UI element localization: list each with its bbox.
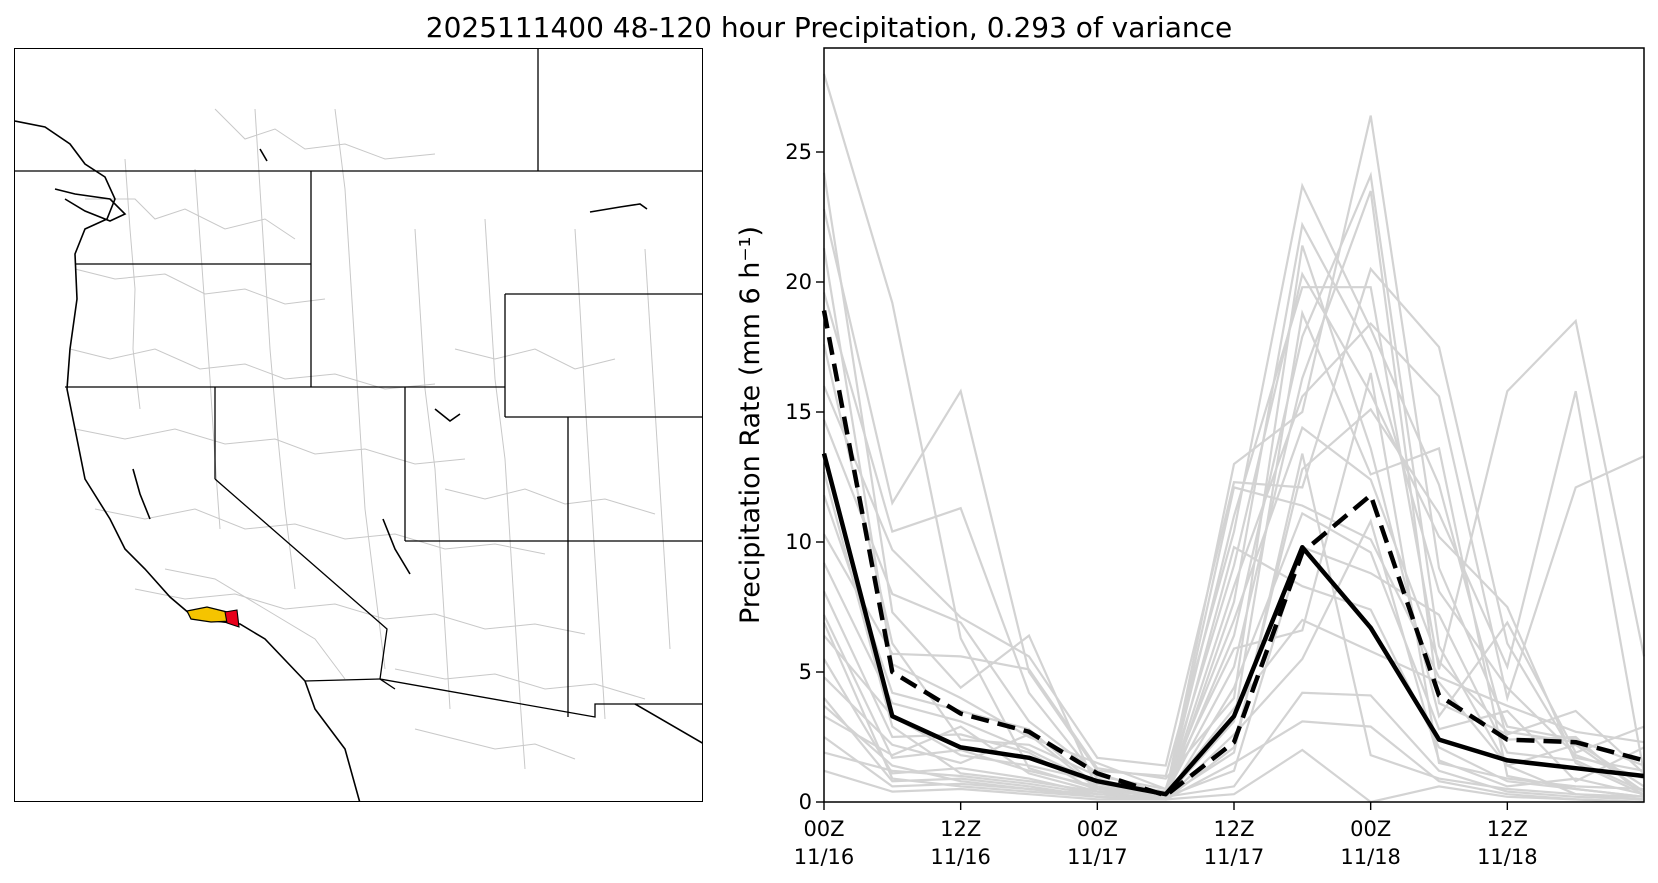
y-tick-label: 10 — [785, 530, 812, 554]
y-tick-label: 15 — [785, 400, 812, 424]
x-tick-label-time: 12Z — [1487, 817, 1528, 841]
y-tick-label: 0 — [799, 790, 812, 814]
y-tick-label: 25 — [785, 140, 812, 164]
member-line-17 — [823, 618, 1645, 801]
x-tick-label-time: 12Z — [1213, 817, 1254, 841]
x-tick-label-date: 11/18 — [1477, 845, 1538, 869]
state-boundaries — [15, 49, 702, 718]
member-line-7 — [822, 286, 1646, 796]
member-line-21 — [822, 344, 1645, 791]
y-tick-label: 20 — [785, 270, 812, 294]
dashed-mean-line — [821, 310, 1645, 798]
member-line-10 — [823, 309, 1645, 798]
member-line-11 — [823, 190, 1645, 796]
member-line-1 — [822, 73, 1645, 796]
x-tick-label-date: 11/17 — [1204, 845, 1265, 869]
member-line-15 — [823, 545, 1645, 798]
member-line-24 — [823, 453, 1645, 798]
member-line-4 — [822, 115, 1645, 796]
x-tick-label-time: 00Z — [803, 817, 844, 841]
basin-map-svg — [15, 49, 702, 801]
river-basin-boundaries — [69, 108, 671, 770]
x-tick-label-date: 11/16 — [930, 845, 991, 869]
member-line-3 — [822, 248, 1645, 796]
basin-map — [14, 48, 703, 802]
y-tick-label: 5 — [799, 660, 812, 684]
x-tick-label-date: 11/18 — [1340, 845, 1401, 869]
member-line-19 — [823, 691, 1645, 801]
coastline — [15, 120, 702, 801]
member-line-12 — [823, 390, 1646, 801]
ensemble-members — [822, 73, 1646, 804]
ensemble-series — [821, 310, 1645, 798]
member-line-16 — [823, 545, 1645, 801]
x-tick-label-date: 11/17 — [1067, 845, 1128, 869]
member-line-13 — [823, 425, 1645, 793]
x-tick-label-date: 11/16 — [794, 845, 855, 869]
member-line-23 — [822, 622, 1645, 804]
member-line-20 — [823, 720, 1645, 804]
highlighted-basins — [186, 606, 240, 628]
x-tick-label-time: 12Z — [940, 817, 981, 841]
member-line-22 — [822, 221, 1645, 801]
member-line-14 — [823, 511, 1645, 801]
solid-mean-line — [821, 453, 1645, 797]
red-basin — [224, 609, 240, 628]
x-tick-label-time: 00Z — [1350, 817, 1391, 841]
y-axis: 0 5 10 15 20 25 — [785, 140, 824, 814]
member-line-18 — [823, 518, 1645, 801]
member-line-6 — [822, 266, 1645, 772]
y-axis-label: Precipitation Rate (mm 6 h⁻¹) — [735, 226, 766, 624]
x-axis: 00Z 11/16 12Z 11/16 00Z 11/17 12Z 11/17 00Z 11/18… — [794, 802, 1538, 869]
page-title: 2025111400 48-120 hour Precipitation, 0.… — [425, 11, 1233, 44]
member-line-9 — [823, 245, 1645, 780]
x-tick-label-time: 00Z — [1077, 817, 1118, 841]
